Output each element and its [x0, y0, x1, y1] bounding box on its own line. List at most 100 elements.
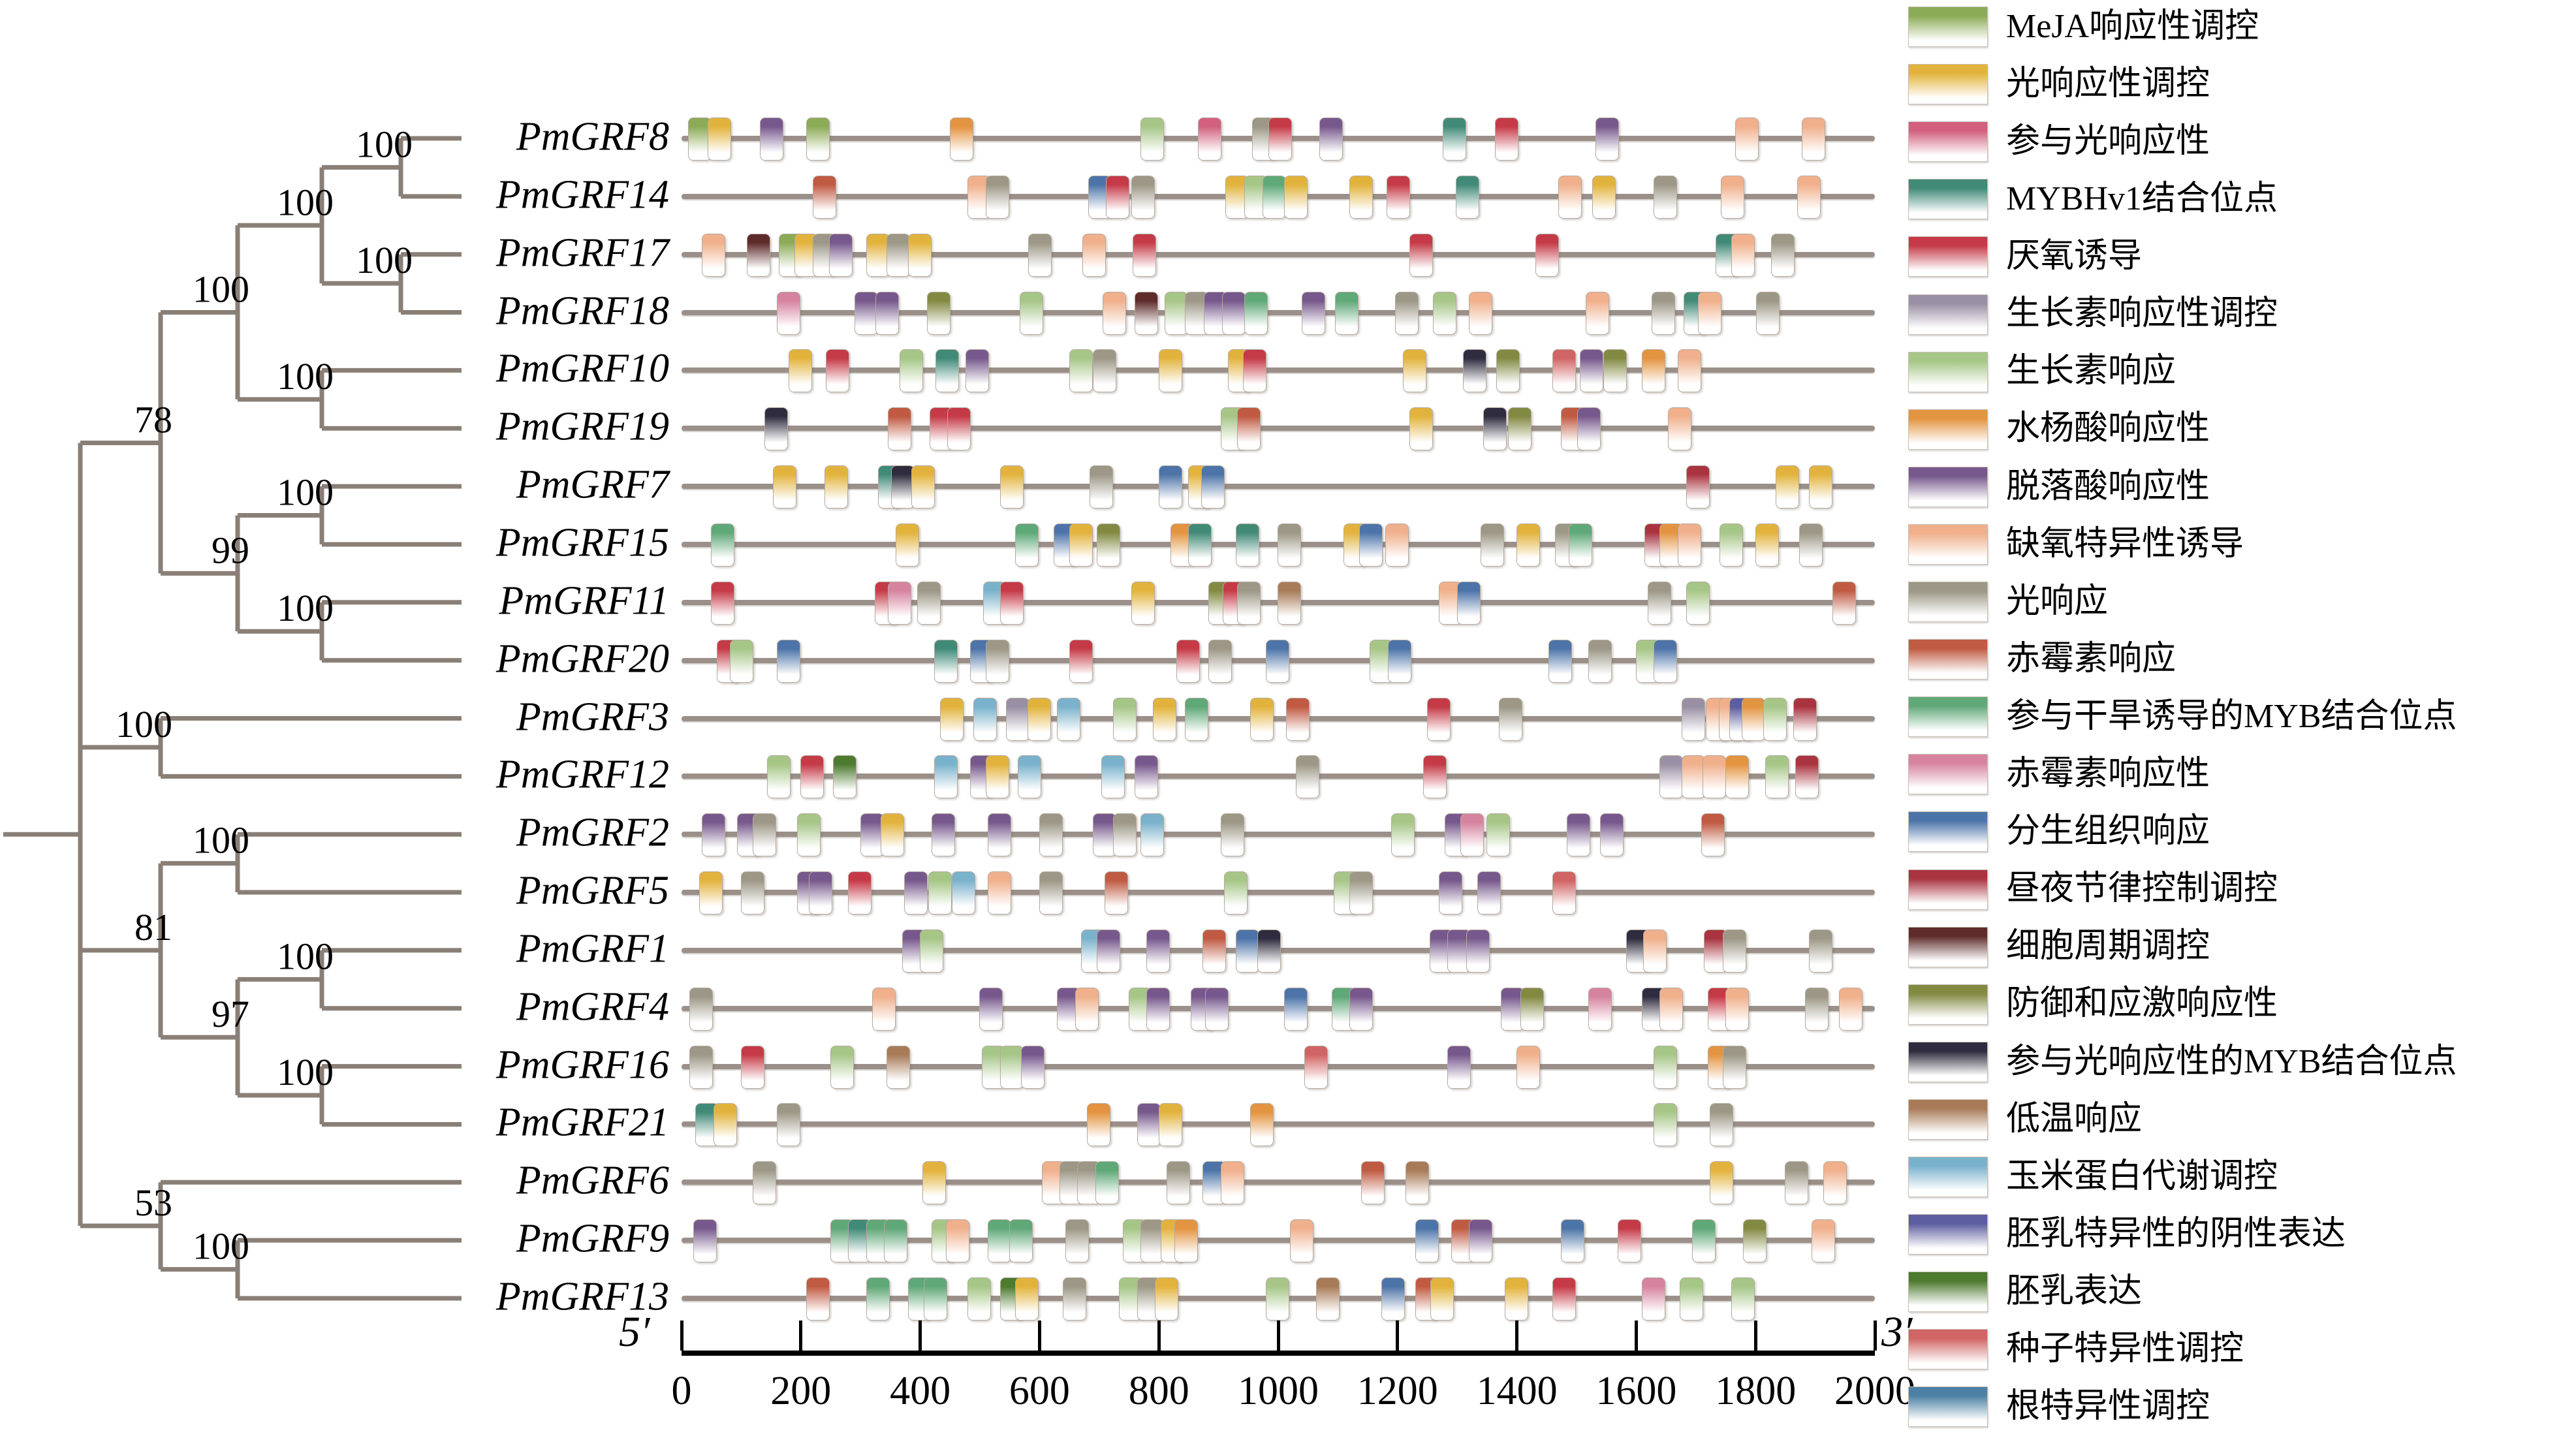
cis-element-box: [985, 175, 1009, 219]
axis-tick-label: 800: [1128, 1369, 1189, 1413]
cis-element-box: [1516, 1045, 1541, 1089]
axis-tick-label: 200: [770, 1369, 832, 1413]
cis-element-box: [1430, 1277, 1454, 1321]
axis-tick: [1515, 1321, 1519, 1351]
cis-element-box: [988, 871, 1012, 915]
cis-element-box: [1302, 291, 1325, 335]
cis-element-box: [1811, 1219, 1835, 1263]
cis-element-box: [1406, 1161, 1430, 1205]
cis-element-box: [1250, 697, 1274, 741]
legend-item: 厌氧诱导: [1908, 236, 2142, 277]
cis-element-box: [1659, 755, 1684, 799]
gene-label-PmGRF17: PmGRF17: [495, 230, 669, 275]
cis-element-box: [1096, 929, 1120, 973]
cis-element-box: [1423, 755, 1447, 799]
cis-element-box: [1283, 175, 1308, 219]
cis-element-box: [1158, 465, 1182, 509]
cis-element-box: [1439, 871, 1463, 915]
cis-element-box: [1795, 755, 1819, 799]
axis-ruler: [682, 1351, 1875, 1356]
bootstrap-value: 100: [277, 471, 334, 514]
cis-element-box: [1832, 581, 1857, 625]
cis-element-box: [1146, 929, 1170, 973]
cis-element-box: [923, 1277, 947, 1321]
cis-element-box: [764, 407, 789, 451]
cis-element-box: [1677, 523, 1701, 567]
cis-element-box: [999, 1045, 1024, 1089]
cis-element-box: [1801, 117, 1825, 161]
cis-element-box: [1250, 1103, 1274, 1147]
promoter-line-PmGRF10: [682, 367, 1875, 373]
cis-element-box: [907, 233, 932, 277]
cis-element-box: [1361, 1161, 1385, 1205]
axis-tick: [1396, 1321, 1400, 1351]
cis-element-box: [1152, 697, 1176, 741]
cis-element-box: [887, 407, 911, 451]
cis-element-box: [1686, 581, 1710, 625]
cis-element-box: [1577, 407, 1601, 451]
cis-element-box: [1221, 291, 1246, 335]
legend-item: 水杨酸响应性: [1908, 409, 2210, 450]
legend-swatch: [1908, 179, 1988, 220]
legend-item: 胚乳表达: [1908, 1272, 2142, 1313]
cis-element-box: [1595, 117, 1619, 161]
cis-element-box: [1089, 465, 1113, 509]
axis-tick-label: 1200: [1357, 1369, 1438, 1413]
legend-label: 根特异性调控: [2006, 1388, 2210, 1426]
legend-label: 缺氧特异性诱导: [2006, 525, 2244, 563]
axis-tick-label: 1600: [1595, 1369, 1677, 1413]
cis-element-box: [1771, 233, 1795, 277]
cis-element-box: [812, 175, 836, 219]
cis-element-box: [1095, 1161, 1119, 1205]
cis-element-box: [1295, 755, 1319, 799]
cis-element-box: [825, 349, 849, 393]
promoter-line-PmGRF4: [682, 1005, 1875, 1011]
legend-swatch: [1908, 984, 1988, 1025]
legend-label: 种子特异性调控: [2006, 1330, 2244, 1368]
cis-element-box: [1592, 175, 1616, 219]
cis-element-box: [1140, 813, 1165, 857]
cis-element-box: [999, 581, 1024, 625]
cis-element-box: [776, 1103, 800, 1147]
cis-element-box: [949, 117, 973, 161]
cis-element-box: [988, 1219, 1012, 1263]
cis-element-box: [1262, 175, 1286, 219]
cis-element-box: [1028, 233, 1052, 277]
cis-element-box: [872, 987, 896, 1031]
cis-element-box: [1268, 117, 1292, 161]
promoter-line-PmGRF19: [682, 426, 1875, 431]
axis-tick: [1753, 1321, 1757, 1351]
cis-element-box: [1131, 175, 1155, 219]
cis-element-box: [1069, 639, 1093, 683]
gene-label-PmGRF20: PmGRF20: [495, 636, 669, 681]
cis-element-box: [1654, 1045, 1678, 1089]
cis-element-box: [1504, 1277, 1528, 1321]
cis-element-box: [1158, 349, 1182, 393]
cis-element-box: [800, 755, 825, 799]
cis-element-box: [1743, 1219, 1767, 1263]
cis-element-box: [848, 871, 872, 915]
gene-label-PmGRF16: PmGRF16: [495, 1042, 669, 1087]
cis-element-box: [1208, 639, 1233, 683]
cis-element-box: [740, 871, 764, 915]
legend-label: 生长素响应性调控: [2006, 295, 2278, 333]
legend-label: 分生组织响应: [2006, 813, 2210, 851]
cis-element-box: [1808, 465, 1832, 509]
cis-element-box: [1600, 813, 1624, 857]
cis-element-box: [1257, 929, 1281, 973]
axis-tick-label: 1800: [1715, 1369, 1797, 1413]
legend-swatch: [1908, 1041, 1988, 1082]
legend-item: 生长素响应: [1908, 351, 2176, 392]
cis-element-box: [1823, 1161, 1847, 1205]
cis-element-box: [932, 813, 956, 857]
cis-element-box: [1113, 813, 1137, 857]
promoter-line-PmGRF18: [682, 309, 1875, 315]
legend-item: 参与光响应性的MYB结合位点: [1908, 1041, 2457, 1082]
cis-element-box: [999, 465, 1024, 509]
cis-element-box: [1495, 117, 1519, 161]
cis-element-box: [899, 349, 923, 393]
cis-element-box: [699, 871, 723, 915]
cis-element-box: [866, 233, 890, 277]
promoter-line-PmGRF16: [682, 1063, 1875, 1069]
axis-tick: [1276, 1321, 1280, 1351]
